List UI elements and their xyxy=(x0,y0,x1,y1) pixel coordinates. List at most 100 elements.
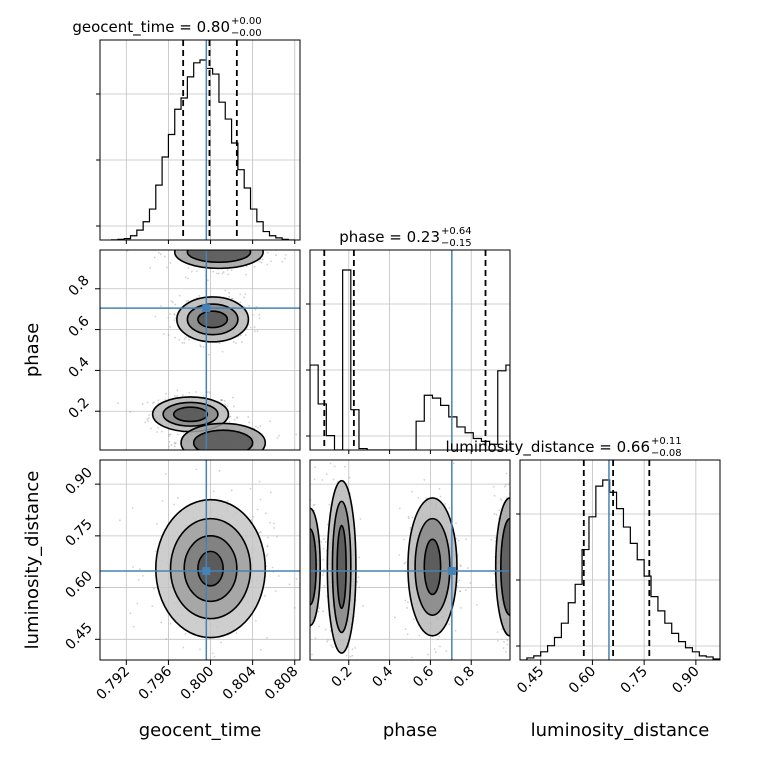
sample-point xyxy=(221,244,223,246)
sample-point xyxy=(284,253,287,256)
sample-point xyxy=(354,646,357,649)
sample-point xyxy=(448,623,451,626)
x-axis-label-geocent_time: geocent_time xyxy=(139,720,262,741)
sample-point xyxy=(514,567,516,569)
sample-point xyxy=(236,466,238,468)
sample-point xyxy=(510,588,512,590)
sample-point xyxy=(169,262,172,264)
sample-point xyxy=(208,227,210,229)
sample-point xyxy=(201,231,203,233)
sample-point xyxy=(514,599,516,601)
sample-point xyxy=(514,616,516,618)
sample-point xyxy=(356,581,358,583)
sample-point xyxy=(169,325,172,328)
sample-point xyxy=(343,687,345,689)
sample-point xyxy=(188,338,190,341)
sample-point xyxy=(192,231,194,233)
sample-point xyxy=(517,603,519,605)
sample-point xyxy=(175,241,177,243)
sample-point xyxy=(398,553,401,556)
sample-point xyxy=(277,575,280,577)
sample-point xyxy=(293,537,295,539)
sample-point xyxy=(433,648,436,650)
sample-point xyxy=(261,453,263,455)
sample-point xyxy=(298,574,300,576)
sample-point xyxy=(526,550,528,552)
sample-point xyxy=(511,511,513,513)
sample-point xyxy=(245,273,247,276)
sample-point xyxy=(229,248,231,250)
sample-point xyxy=(418,634,421,637)
sample-point xyxy=(303,586,305,588)
y-axis-label-phase: phase xyxy=(22,323,43,377)
sample-point xyxy=(406,601,409,604)
sample-point xyxy=(308,565,310,567)
y-tick-label: 0.4 xyxy=(66,354,93,381)
sample-point xyxy=(178,338,181,341)
sample-point xyxy=(305,514,307,516)
sample-point xyxy=(170,469,172,471)
sample-point xyxy=(187,266,190,269)
sample-point xyxy=(513,547,515,549)
sample-point xyxy=(511,599,513,601)
sample-point xyxy=(518,492,520,494)
sample-point xyxy=(410,490,413,493)
truth-marker xyxy=(202,567,211,576)
sample-point xyxy=(393,616,396,619)
x-tick-label: 0.75 xyxy=(618,664,651,697)
sample-point xyxy=(239,301,242,304)
sample-point xyxy=(351,654,354,657)
sample-point xyxy=(306,581,308,583)
sample-point xyxy=(517,562,519,564)
sample-point xyxy=(147,420,149,422)
sample-point xyxy=(528,611,530,613)
sample-point xyxy=(226,269,229,272)
sample-point xyxy=(318,607,321,610)
sample-point xyxy=(455,537,458,540)
sample-point xyxy=(229,242,231,244)
sample-point xyxy=(157,251,160,254)
sample-point xyxy=(306,602,308,604)
sample-point xyxy=(423,478,426,481)
sample-point xyxy=(313,478,316,481)
sample-point xyxy=(246,242,248,244)
sample-point xyxy=(207,353,210,356)
sample-point xyxy=(249,487,252,490)
sample-point xyxy=(175,242,177,244)
sample-point xyxy=(190,230,192,232)
x-tick-label: 0.60 xyxy=(566,664,599,697)
sample-point xyxy=(512,530,514,532)
sample-point xyxy=(306,568,308,570)
sample-point xyxy=(306,576,308,578)
sample-point xyxy=(269,491,272,494)
title-upper: +0.00 xyxy=(231,16,262,27)
sample-point xyxy=(529,576,531,578)
sample-point xyxy=(195,391,198,393)
sample-point xyxy=(261,258,264,261)
sample-point xyxy=(308,551,310,553)
sample-point xyxy=(311,653,313,656)
sample-point xyxy=(273,527,275,529)
sample-point xyxy=(503,640,505,643)
sample-point xyxy=(212,236,214,238)
sample-point xyxy=(211,652,214,655)
sample-point xyxy=(301,566,303,568)
sample-point xyxy=(515,609,517,611)
sample-point xyxy=(226,500,229,502)
sample-point xyxy=(168,441,171,443)
sample-point xyxy=(220,451,222,453)
sample-point xyxy=(227,273,229,276)
sample-point xyxy=(239,455,241,457)
sample-point xyxy=(323,568,325,571)
sample-point xyxy=(308,499,310,501)
sample-point xyxy=(260,530,262,533)
panel-2-1 xyxy=(293,460,531,689)
sample-point xyxy=(225,243,227,245)
sample-point xyxy=(307,552,309,554)
sample-point xyxy=(516,618,518,620)
sample-point xyxy=(209,245,211,247)
sample-point xyxy=(323,584,326,587)
sample-point xyxy=(303,589,305,591)
sample-point xyxy=(306,531,308,533)
sample-point xyxy=(274,590,277,592)
